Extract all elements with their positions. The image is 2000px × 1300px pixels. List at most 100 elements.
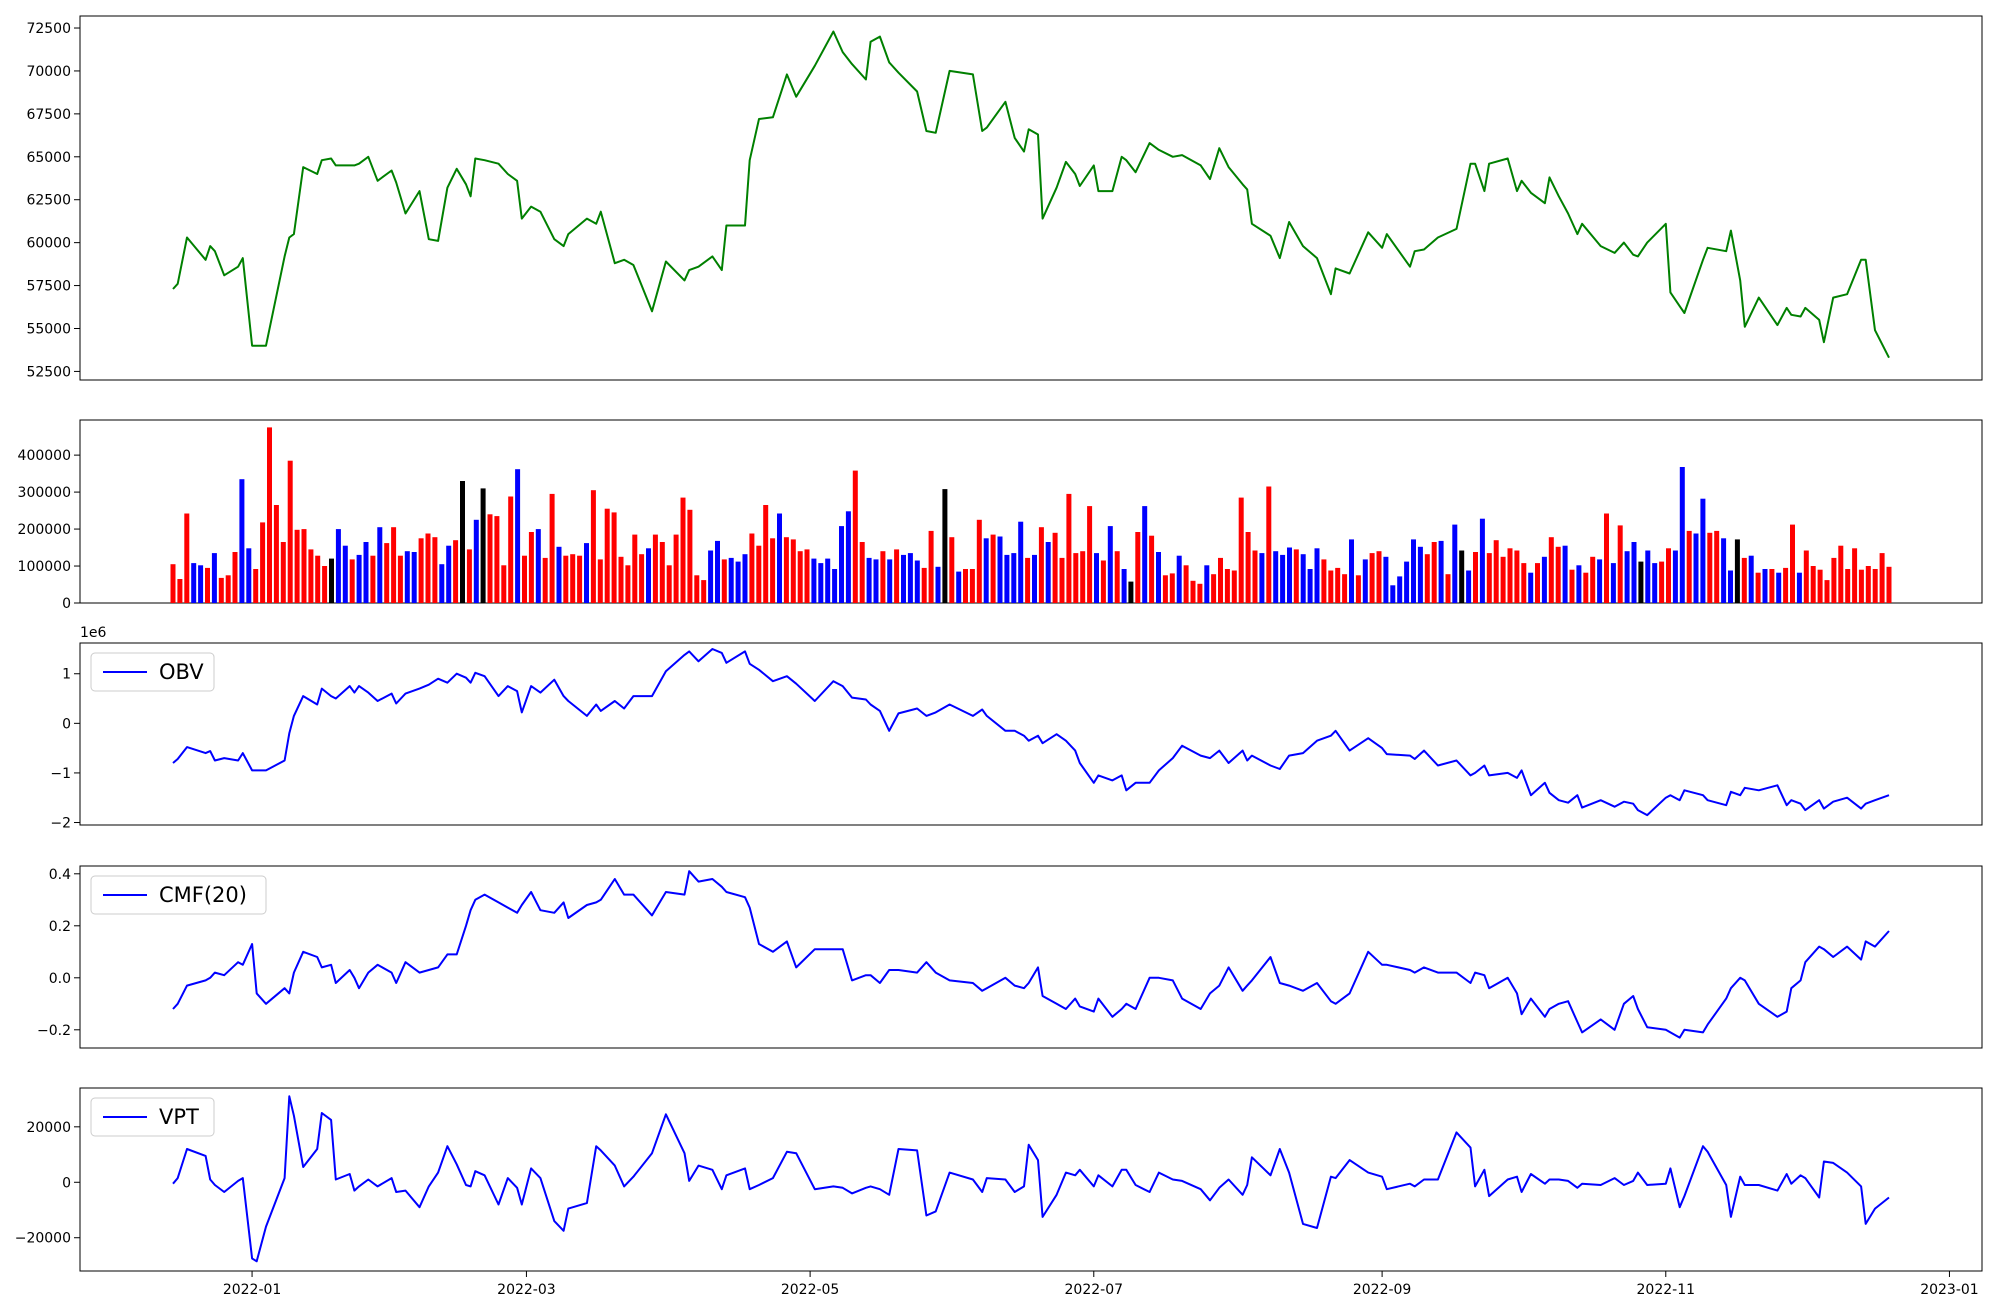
price-ytick-label: 67500 — [26, 107, 71, 123]
volume-bar — [205, 567, 210, 603]
volume-bar — [1583, 572, 1589, 603]
volume-bar — [246, 548, 252, 603]
cmf-ytick-label: 0.2 — [49, 919, 71, 935]
x-tick-label: 2022-09 — [1353, 1282, 1412, 1298]
volume-bar — [1652, 563, 1658, 603]
volume-bar — [1555, 546, 1561, 603]
volume-bar — [694, 575, 700, 603]
volume-bar — [604, 508, 610, 603]
vpt-ytick-label: 20000 — [26, 1120, 71, 1136]
vpt-series-line — [172, 1095, 1890, 1263]
volume-bar — [584, 543, 589, 603]
volume-bar — [1638, 561, 1644, 603]
volume-bar — [1383, 556, 1389, 603]
volume-bar — [1252, 550, 1258, 603]
volume-bar — [170, 564, 176, 603]
volume-bar — [1590, 556, 1596, 603]
volume-bar — [1769, 569, 1775, 603]
price-ytick-label: 62500 — [26, 193, 71, 209]
volume-bar — [1693, 533, 1699, 603]
volume-bar — [239, 479, 245, 603]
volume-bar — [349, 559, 355, 603]
volume-bar — [397, 555, 403, 603]
volume-bar — [611, 512, 617, 603]
volume-bar — [1059, 557, 1065, 603]
volume-bar — [1183, 565, 1189, 603]
volume-bar — [1852, 548, 1858, 603]
volume-bar — [646, 548, 651, 603]
volume-bar — [1597, 559, 1603, 603]
volume-bar — [1562, 545, 1568, 603]
volume-bar — [494, 516, 500, 603]
volume-bar — [1287, 547, 1292, 603]
volume-bar — [335, 529, 341, 603]
volume-bar — [570, 554, 576, 603]
volume-bar — [921, 567, 927, 603]
volume-bar — [590, 490, 596, 603]
price-ytick-label: 65000 — [26, 150, 71, 166]
volume-bar — [1038, 527, 1044, 603]
volume-bar — [942, 489, 948, 603]
volume-bar — [783, 537, 789, 603]
volume-bar — [535, 529, 541, 603]
volume-bar — [329, 558, 334, 603]
volume-bar — [839, 526, 844, 603]
volume-bar — [1796, 572, 1802, 603]
volume-bar — [1190, 580, 1196, 603]
volume-bar — [1176, 555, 1182, 603]
volume-bar — [749, 533, 755, 603]
volume-bar — [308, 549, 314, 603]
volume-bar — [673, 534, 679, 603]
volume-bar — [756, 545, 762, 603]
volume-bar — [1307, 569, 1313, 603]
volume-bar — [1645, 550, 1651, 603]
volume-bar — [1528, 572, 1534, 603]
volume-bar — [1266, 486, 1272, 603]
volume-bar — [1273, 551, 1279, 603]
volume-bar — [818, 563, 824, 603]
volume-bar — [804, 549, 810, 603]
volume-bar — [825, 558, 831, 603]
volume-bar — [1293, 549, 1299, 603]
volume-bar — [501, 565, 507, 603]
cmf-ytick-label: 0.4 — [49, 867, 71, 883]
volume-bar — [1238, 497, 1244, 603]
volume-bar — [370, 555, 376, 603]
volume-bar — [1755, 572, 1761, 603]
volume-bar — [522, 555, 527, 603]
volume-bar — [914, 560, 920, 603]
vpt-legend-label: VPT — [159, 1105, 199, 1129]
volume-bar — [473, 519, 479, 603]
volume-bar — [363, 542, 369, 603]
volume-bar — [1514, 550, 1520, 603]
volume-bar — [1479, 518, 1485, 603]
volume-bar — [1259, 553, 1265, 603]
volume-bar — [1404, 561, 1410, 603]
volume-bar — [1631, 542, 1637, 603]
volume-bar — [1107, 526, 1113, 603]
volume-bar — [1672, 550, 1678, 603]
volume-bar — [377, 527, 383, 603]
volume-bar — [715, 540, 720, 603]
volume-bar — [1087, 506, 1093, 603]
volume-bar — [976, 519, 982, 603]
volume-bar — [1721, 538, 1727, 603]
volume-bar — [618, 556, 624, 603]
volume-bar — [666, 565, 672, 603]
volume-bar — [1838, 545, 1844, 603]
volume-bar — [480, 488, 486, 603]
volume-bar — [887, 559, 893, 603]
volume-bar — [1280, 554, 1286, 603]
volume-bar — [1066, 493, 1072, 603]
price-ytick-label: 57500 — [26, 279, 71, 295]
volume-bar — [894, 549, 900, 603]
volume-bar — [1417, 546, 1423, 603]
vpt-ytick-label: −20000 — [15, 1231, 71, 1247]
volume-bar — [225, 575, 231, 603]
x-tick-label: 2022-11 — [1637, 1282, 1696, 1298]
volume-bar — [1411, 539, 1416, 603]
shared-x-axis: 2022-01 2022-03 2022-05 2022-07 2022-09 2022-… — [223, 1271, 1979, 1298]
volume-bar — [425, 533, 431, 603]
volume-bar — [1004, 554, 1010, 603]
